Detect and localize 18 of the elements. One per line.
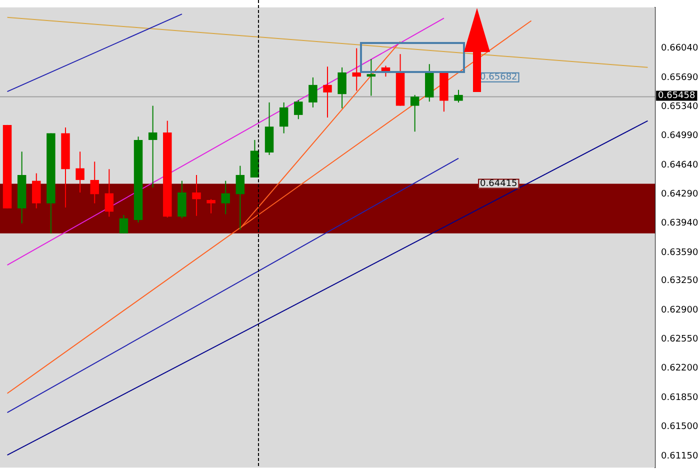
y-tick-label: 0.62550 xyxy=(661,334,698,345)
y-tick-label: 0.65690 xyxy=(661,72,698,83)
ref-line-label: 0.65458 xyxy=(658,91,696,102)
y-tick-label: 0.62900 xyxy=(661,305,698,316)
y-tick-label: 0.63940 xyxy=(661,218,698,229)
annotation: 0.65682 xyxy=(480,72,518,83)
band-label: 0.64415 xyxy=(480,179,518,190)
y-tick-label: 0.61500 xyxy=(661,422,698,432)
y-tick-label: 0.65340 xyxy=(661,102,698,112)
y-tick-label: 0.66040 xyxy=(661,44,698,54)
y-tick-label: 0.64990 xyxy=(661,131,698,142)
y-tick-label: 0.63250 xyxy=(661,276,698,286)
y-tick-label: 0.63590 xyxy=(661,248,698,258)
y-tick-label: 0.64290 xyxy=(661,189,698,200)
y-tick-label: 0.61150 xyxy=(661,451,698,462)
y-tick-label: 0.61850 xyxy=(661,392,698,403)
y-tick-label: 0.62200 xyxy=(661,364,698,374)
y-tick-label: 0.64640 xyxy=(661,160,698,170)
